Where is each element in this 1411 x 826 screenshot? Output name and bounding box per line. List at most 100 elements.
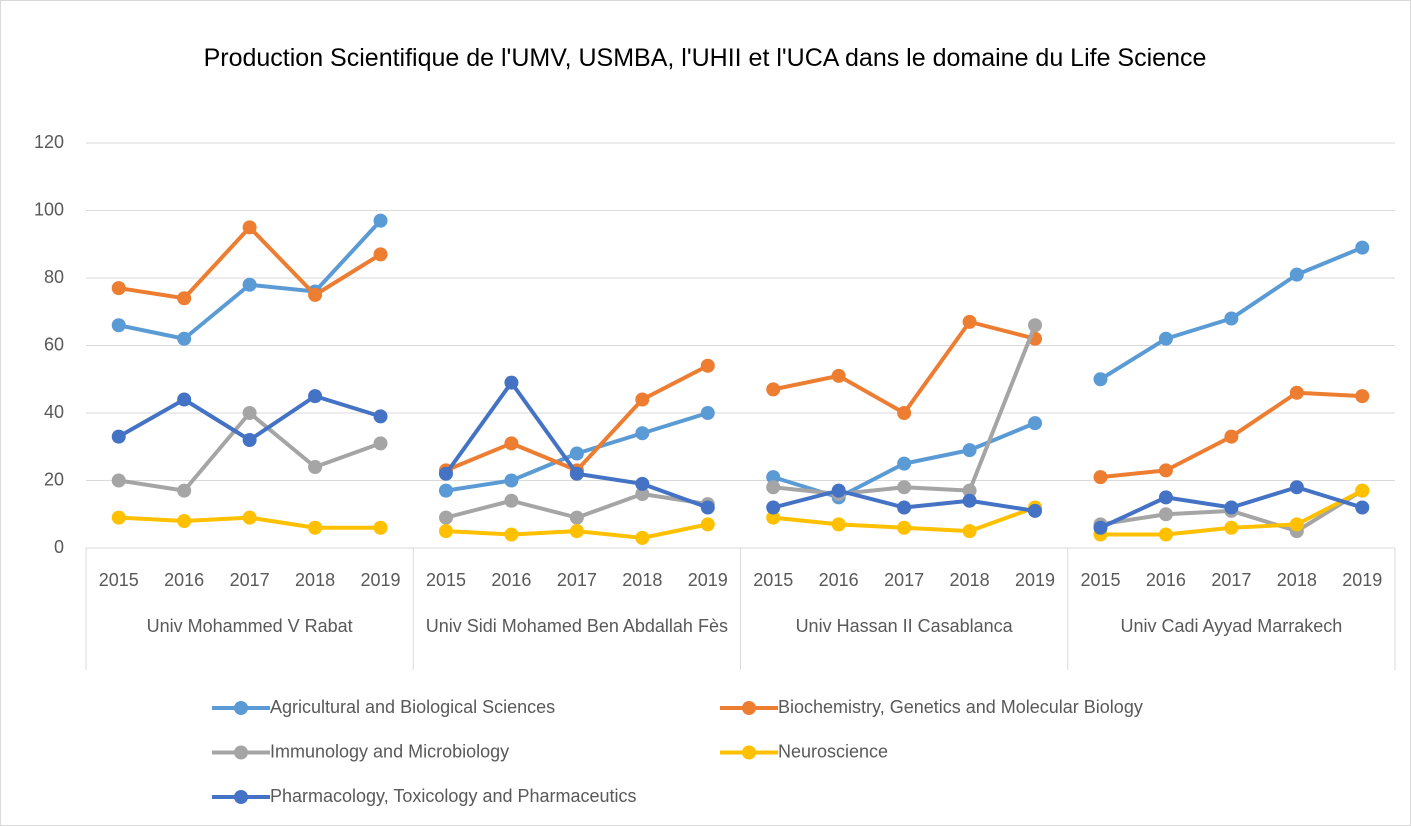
data-point [766,480,781,495]
legend-label: Immunology and Microbiology [270,741,509,761]
data-point [242,433,257,447]
data-point [569,510,584,525]
x-tick-label: 2018 [1277,570,1317,590]
data-point [1289,517,1304,532]
data-point [831,517,846,532]
data-point [700,406,715,420]
chart-title: Production Scientifique de l'UMV, USMBA,… [203,44,1207,72]
x-tick-label: 2017 [884,570,924,590]
group-label-box: Univ Mohammed V Rabat [146,616,353,636]
data-point [635,426,650,441]
data-point [962,524,977,539]
data-point [111,429,126,444]
data-point [1289,480,1304,495]
group-label: Univ Sidi Mohamed Ben Abdallah Fès [425,616,728,636]
x-tick-label: 2016 [164,570,204,590]
data-point [635,530,650,545]
data-point [766,500,781,515]
y-tick-label: 60 [44,334,64,354]
data-point [962,443,977,458]
y-tick-label: 100 [34,199,64,219]
legend-label: Neuroscience [778,741,888,761]
y-tick-label: 80 [44,267,64,287]
data-point [1224,520,1239,535]
data-point [1224,311,1239,326]
data-point [308,460,323,474]
legend-label: Pharmacology, Toxicology and Pharmaceuti… [270,786,637,806]
data-point [242,220,257,235]
data-point [1158,507,1173,522]
legend-marker [234,701,248,715]
legend-label: Agricultural and Biological Sciences [270,697,555,717]
data-point [504,436,519,451]
data-point [111,473,126,488]
legend-marker [742,745,756,760]
x-tick-label: 2016 [491,570,531,590]
data-point [308,287,323,302]
data-point [504,375,519,390]
data-point [700,358,715,373]
legend-label: Biochemistry, Genetics and Molecular Bio… [778,697,1143,717]
data-point [766,510,781,525]
y-tick-label: 20 [44,469,64,489]
data-point [569,466,584,481]
data-point [1093,520,1108,535]
data-point [1355,500,1370,515]
x-tick-label: 2015 [426,570,466,590]
data-point [831,368,846,383]
x-tick-label: 2017 [557,570,597,590]
data-point [1093,470,1108,485]
x-tick-label: 2016 [1146,570,1186,590]
data-point [635,487,650,501]
data-point [569,446,584,461]
data-point [897,480,912,495]
data-point [438,510,453,525]
data-point [373,520,388,535]
data-point [504,473,519,488]
data-point [1224,500,1239,515]
y-tick-label: 0 [54,537,64,557]
data-point [242,510,257,525]
y-tick-label: 40 [44,402,64,422]
data-point [111,281,126,296]
x-tick-label: 2019 [1015,570,1055,590]
group-label-box: Univ Hassan II Casablanca [796,616,1013,636]
data-point [242,406,257,420]
data-point [700,500,715,515]
data-point [504,493,519,508]
data-point [569,524,584,539]
data-point [1289,267,1304,282]
y-tick-label: 120 [34,132,64,152]
x-tick-label: 2019 [688,570,728,590]
x-tick-label: 2017 [1211,570,1251,590]
data-point [1158,331,1173,346]
group-label: Univ Mohammed V Rabat [146,616,353,636]
data-point [897,456,912,471]
data-point [897,406,912,420]
data-point [177,392,192,407]
data-point [897,500,912,515]
data-point [111,510,126,525]
data-point [1028,318,1043,333]
data-point [438,466,453,481]
data-point [1028,503,1043,518]
data-point [177,514,192,528]
data-point [1224,429,1239,444]
data-point [700,517,715,532]
data-point [1289,385,1304,400]
data-point [766,470,781,485]
data-point [897,520,912,535]
data-point [1028,416,1043,431]
legend-marker [742,701,756,715]
data-point [1355,389,1370,404]
data-point [1355,240,1370,255]
data-point [438,524,453,539]
data-point [504,527,519,542]
data-point [962,483,977,498]
group-label: Univ Cadi Ayyad Marrakech [1120,616,1343,636]
data-point [766,382,781,397]
data-point [373,436,388,451]
legend-marker [234,790,248,804]
